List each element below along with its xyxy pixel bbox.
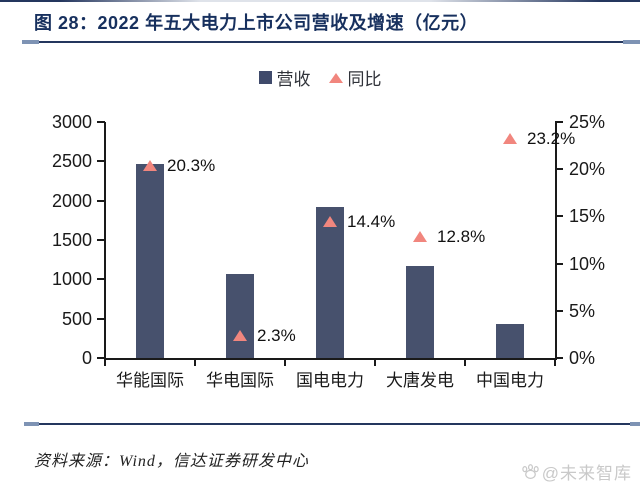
growth-data-label: 14.4% [347, 212, 396, 232]
chart-legend: 营收 同比 [0, 65, 640, 90]
figure-title: 图 28：2022 年五大电力上市公司营收及增速（亿元） [34, 13, 479, 33]
revenue-bar [406, 266, 434, 358]
x-axis-tick [104, 358, 106, 366]
x-axis-tick [284, 358, 286, 366]
x-axis-tick [554, 358, 556, 366]
y-axis-left-tick-label: 1500 [51, 230, 92, 250]
revenue-bar [496, 323, 524, 358]
y-axis-right-tick-label: 20% [569, 159, 606, 180]
y-axis-right-tick [555, 121, 563, 123]
x-axis-tick [194, 358, 196, 366]
y-axis-right-tick-label: 25% [569, 112, 606, 132]
growth-triangle-marker [233, 330, 247, 342]
x-axis-category-label: 中国电力 [476, 371, 544, 390]
revenue-square-icon [258, 71, 272, 84]
y-axis-left-tick [97, 121, 105, 123]
y-axis-left-tick [97, 239, 105, 241]
rule-end-cap [24, 422, 39, 426]
y-axis-right-tick-label: 5% [569, 300, 596, 321]
legend-item-yoy: 同比 [328, 65, 382, 90]
y-axis-left-tick-label: 2500 [51, 151, 92, 172]
legend-item-revenue: 营收 [258, 65, 311, 90]
x-axis-tick [464, 358, 466, 366]
x-axis-category-label: 大唐发电 [386, 371, 454, 390]
y-axis-left-tick [97, 357, 105, 359]
data-source-note: 资料来源：Wind，信达证券研发中心 [34, 453, 309, 470]
y-axis-right-tick-label: 10% [569, 253, 606, 274]
y-axis-right-tick [555, 357, 563, 359]
x-axis-category-label: 国电电力 [296, 371, 364, 390]
y-axis-right-tick-label: 15% [569, 206, 606, 227]
legend-label-yoy: 同比 [347, 70, 382, 89]
revenue-bar [226, 273, 254, 358]
rule-end-cap [22, 40, 39, 44]
revenue-bar [316, 207, 344, 358]
y-axis-left-tick [97, 317, 105, 320]
y-axis-left-tick-label: 500 [61, 308, 92, 329]
growth-triangle-marker [323, 216, 337, 228]
growth-triangle-marker [413, 231, 427, 243]
x-axis-category-label: 华能国际 [116, 371, 184, 390]
growth-data-label: 2.3% [257, 326, 296, 346]
y-axis-left-tick-label: 0 [81, 348, 92, 368]
yoy-triangle-icon [328, 72, 343, 83]
growth-triangle-marker [503, 132, 517, 144]
growth-data-label: 12.8% [437, 227, 486, 247]
paw-icon [522, 464, 539, 479]
y-axis-left-tick-label: 2000 [51, 190, 92, 211]
y-axis-right-tick-label: 0% [569, 348, 596, 368]
x-axis-tick [374, 358, 376, 366]
y-axis-right-tick [555, 262, 563, 265]
watermark: @未来智库 [521, 459, 632, 484]
legend-label-revenue: 营收 [276, 70, 311, 89]
rule-end-cap [630, 422, 640, 426]
y-axis-left-tick [97, 278, 105, 281]
x-axis-category-label: 华电国际 [206, 371, 274, 390]
y-axis-left-tick-label: 3000 [51, 112, 92, 132]
title-underline-rule [22, 40, 640, 44]
plot-area [104, 122, 557, 360]
y-axis-right-tick [555, 168, 563, 171]
revenue-bar [136, 163, 164, 358]
top-border-rule [0, 0, 640, 2]
growth-triangle-marker [143, 160, 157, 172]
y-axis-left-tick [97, 160, 105, 163]
y-axis-left-tick-label: 1000 [51, 269, 92, 290]
watermark-text: @未来智库 [541, 464, 632, 483]
growth-data-label: 23.2% [527, 128, 576, 148]
growth-data-label: 20.3% [167, 156, 216, 176]
footer-divider-rule [24, 422, 640, 426]
y-axis-right-tick [555, 309, 563, 312]
rule-end-cap [623, 40, 640, 44]
y-axis-right-tick [555, 215, 563, 218]
y-axis-left-tick [97, 199, 105, 202]
